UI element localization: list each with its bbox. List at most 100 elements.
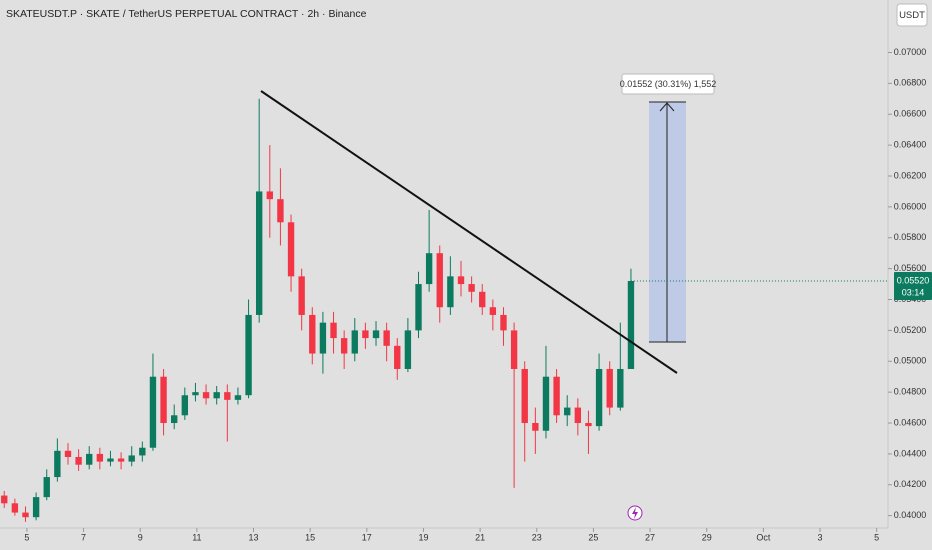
candle-body [564, 407, 571, 416]
candle-body [107, 458, 114, 462]
x-tick-label: 21 [475, 532, 485, 542]
candle-body [319, 322, 327, 354]
currency-button[interactable] [896, 3, 928, 27]
x-tick-label: 11 [192, 532, 201, 542]
y-tick-label: 0.06000 [894, 201, 927, 211]
x-tick-label: 3 [818, 532, 823, 542]
candle-body [1, 495, 8, 504]
countdown-label: 03:14 [902, 287, 925, 297]
candle-body [574, 407, 582, 424]
candle-body [595, 368, 603, 427]
x-tick-label: 17 [362, 532, 372, 542]
candle-body [309, 314, 316, 354]
candle-body [192, 392, 199, 396]
candle-body [415, 284, 422, 331]
y-tick-label: 0.06200 [894, 170, 927, 180]
candle-body [213, 392, 220, 399]
candle-body [521, 368, 528, 424]
x-tick-label: 23 [532, 532, 542, 542]
candle-body [160, 376, 167, 424]
candle-body [245, 314, 252, 396]
candle-body [457, 276, 465, 285]
measure-label: 0.01552 (30.31%) 1,552 [620, 79, 717, 89]
candle-body [606, 368, 613, 408]
y-tick-label: 0.06400 [894, 139, 927, 149]
currency-label: USDT [899, 10, 925, 21]
y-tick-label: 0.05600 [894, 263, 927, 273]
candle-body [181, 395, 189, 416]
chart-title: SKATEUSDT.P · SKATE / TetherUS PERPETUAL… [6, 8, 367, 20]
candle-body [75, 456, 82, 465]
trend-line [260, 90, 678, 374]
candle-body [500, 314, 507, 331]
candle-body [479, 291, 486, 308]
candle-body [489, 307, 497, 315]
measure-arrow-head [659, 102, 675, 112]
plot-area [1, 98, 635, 522]
candle-body [298, 276, 305, 315]
x-tick-label: 19 [418, 532, 428, 542]
y-tick-label: 0.05200 [894, 325, 927, 335]
candle-body [436, 253, 443, 308]
candle-body [277, 199, 284, 223]
x-tick-label: 9 [138, 532, 143, 542]
y-tick-label: 0.07000 [894, 47, 927, 57]
candle-body [266, 191, 273, 200]
last-price-label: 0.05520 [897, 275, 930, 285]
x-tick-label: 25 [588, 532, 598, 542]
y-tick-label: 0.04600 [894, 417, 927, 427]
candle-body [362, 330, 369, 339]
candle-body [510, 330, 518, 369]
y-tick-label: 0.04800 [894, 387, 927, 397]
candle-body [149, 376, 157, 448]
candle-body [394, 345, 401, 369]
candle-body [171, 415, 178, 424]
x-tick-label: 7 [81, 532, 86, 542]
y-tick-label: 0.06800 [894, 78, 927, 88]
candle-body [372, 330, 380, 339]
candle-body [404, 330, 412, 369]
candle-body [287, 222, 295, 277]
candle-body [447, 276, 454, 308]
x-tick-label: 15 [305, 532, 315, 542]
x-tick-label: 5 [24, 532, 29, 542]
candle-body [96, 453, 104, 462]
y-tick-label: 0.04400 [894, 448, 927, 458]
candle-body [22, 512, 29, 518]
x-tick-label: 29 [702, 532, 712, 542]
candle-body [340, 338, 348, 354]
candle-body [585, 423, 592, 427]
candle-body [255, 191, 263, 315]
y-tick-label: 0.04000 [894, 510, 927, 520]
x-tick-label: 13 [249, 532, 259, 542]
candle-body [425, 253, 433, 285]
candle-body [64, 450, 72, 457]
candle-body [468, 284, 475, 292]
last-price-box [894, 271, 932, 300]
candle-body [532, 423, 539, 431]
y-tick-label: 0.05000 [894, 356, 927, 366]
measure-label-box [621, 73, 715, 95]
x-tick-label: 27 [645, 532, 655, 542]
candle-body [139, 447, 146, 456]
candle-body [202, 392, 210, 399]
candle-body [224, 392, 231, 400]
candle-body [330, 322, 337, 339]
candle-body [86, 453, 93, 465]
candle-body [43, 477, 50, 498]
candle-body [553, 376, 560, 416]
event-icon-bolt [632, 507, 638, 519]
y-tick-label: 0.06600 [894, 109, 927, 119]
candle-body [117, 458, 125, 462]
candle-body [54, 450, 61, 478]
candle-body [32, 497, 40, 518]
candle-body [351, 330, 358, 354]
y-tick-label: 0.05800 [894, 232, 927, 242]
x-tick-label: Oct [756, 532, 771, 542]
candle-body [617, 368, 624, 408]
candle-body [383, 330, 390, 346]
candle-body [128, 455, 135, 462]
